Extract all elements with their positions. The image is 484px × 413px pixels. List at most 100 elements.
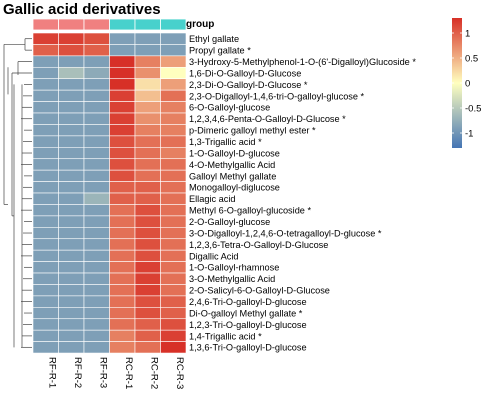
heatmap-cell xyxy=(160,78,187,91)
heatmap-cell xyxy=(58,135,85,148)
row-label: p-Dimeric galloyl methyl ester * xyxy=(189,126,316,136)
heatmap-cell xyxy=(109,89,136,102)
heatmap-cell xyxy=(160,147,187,160)
heatmap-cell xyxy=(160,89,187,102)
heatmap-cell xyxy=(109,238,136,251)
column-label: RF-R-2 xyxy=(72,357,83,388)
row-label: Ellagic acid xyxy=(189,194,235,204)
row-label: 2-O-Galloyl-glucose xyxy=(189,217,270,227)
color-legend: 1 0.5 0 -0.5 -1 xyxy=(452,18,481,148)
heatmap-cell xyxy=(83,158,110,171)
heatmap-cell xyxy=(83,249,110,262)
heatmap-cell xyxy=(32,249,59,262)
group-annotation-bar xyxy=(32,18,187,31)
heatmap-cell xyxy=(83,147,110,160)
heatmap-cell xyxy=(58,318,85,331)
heatmap-cell xyxy=(32,89,59,102)
heatmap-cell xyxy=(83,295,110,308)
heatmap-cell xyxy=(109,307,136,320)
heatmap-cell xyxy=(134,272,161,285)
heatmap-cell xyxy=(134,341,161,354)
heatmap-cell xyxy=(32,295,59,308)
heatmap-cell xyxy=(134,284,161,297)
heatmap-cell xyxy=(109,249,136,262)
heatmap-cell xyxy=(32,227,59,240)
heatmap-cell xyxy=(58,112,85,125)
group-annotation-cell xyxy=(83,18,110,31)
heatmap-cell xyxy=(32,318,59,331)
group-annotation-cell xyxy=(109,18,136,31)
heatmap-cell xyxy=(32,272,59,285)
heatmap-cells xyxy=(32,32,187,354)
row-label: 1,3-Trigallic acid * xyxy=(189,137,262,147)
row-label: 1,2,3,6-Tetra-O-Galloyl-D-Glucose xyxy=(189,240,328,250)
heatmap-cell xyxy=(83,169,110,182)
column-label: RF-R-3 xyxy=(97,357,108,388)
heatmap-cell xyxy=(58,147,85,160)
heatmap-cell xyxy=(83,66,110,80)
heatmap-cell xyxy=(32,66,59,80)
heatmap-cell xyxy=(134,215,161,228)
heatmap-cell xyxy=(160,318,187,331)
heatmap-cell xyxy=(58,272,85,285)
heatmap-cell xyxy=(83,181,110,194)
heatmap-cell xyxy=(83,192,110,205)
heatmap-cell xyxy=(58,192,85,205)
heatmap-cell xyxy=(134,147,161,160)
heatmap-cell xyxy=(160,261,187,274)
heatmap-cell xyxy=(83,32,110,45)
heatmap-cell xyxy=(109,124,136,137)
chart-title: Gallic acid derivatives xyxy=(3,1,161,18)
heatmap-cell xyxy=(83,101,110,114)
heatmap-cell xyxy=(58,32,85,45)
row-label: 2,3-O-Digalloyl-1,4,6-tri-O-galloyl-gluc… xyxy=(189,91,365,101)
heatmap-cell xyxy=(134,78,161,91)
group-annotation-cell xyxy=(58,18,85,31)
heatmap-cell xyxy=(58,169,85,182)
heatmap-cell xyxy=(83,329,110,342)
heatmap-cell xyxy=(109,32,136,45)
heatmap-cell xyxy=(160,227,187,240)
heatmap-cell xyxy=(32,192,59,205)
heatmap-cell xyxy=(32,284,59,297)
heatmap-cell xyxy=(32,78,59,91)
heatmap-cell xyxy=(134,249,161,262)
heatmap-cell xyxy=(134,307,161,320)
heatmap-cell xyxy=(83,341,110,354)
row-label: 2-O-Salicyl-6-O-Galloyl-D-Glucose xyxy=(189,286,330,296)
column-label: RF-R-1 xyxy=(46,357,57,388)
heatmap-cell xyxy=(109,66,136,80)
heatmap-cell xyxy=(134,44,161,57)
row-label: 3-O-Methylgallic Acid xyxy=(189,274,275,284)
heatmap-cell xyxy=(134,261,161,274)
group-annotation-cell xyxy=(134,18,161,31)
row-label: 1-O-Galloyl-D-glucose xyxy=(189,148,280,158)
legend-tick-label: -1 xyxy=(465,129,473,140)
heatmap-cell xyxy=(109,329,136,342)
heatmap-cell xyxy=(160,341,187,354)
column-label: RC-R-1 xyxy=(123,357,134,389)
legend-tick-label: 0 xyxy=(465,79,470,90)
heatmap-cell xyxy=(32,238,59,251)
heatmap-cell xyxy=(134,192,161,205)
heatmap-cell xyxy=(134,329,161,342)
heatmap-cell xyxy=(32,204,59,217)
column-label: RC-R-2 xyxy=(148,357,159,389)
heatmap-cell xyxy=(83,78,110,91)
heatmap-cell xyxy=(134,318,161,331)
heatmap-cell xyxy=(109,158,136,171)
row-label: 1,4-Trigallic acid * xyxy=(189,331,262,341)
group-annotation-cell xyxy=(32,18,59,31)
heatmap-cell xyxy=(32,341,59,354)
row-dendrogram xyxy=(3,38,32,348)
row-label: Di-O-galloyl Methyl gallate * xyxy=(189,308,303,318)
legend-tick-label: 0.5 xyxy=(465,54,478,65)
heatmap-cell xyxy=(109,112,136,125)
heatmap-cell xyxy=(160,215,187,228)
heatmap-cell xyxy=(160,295,187,308)
heatmap-cell xyxy=(83,307,110,320)
heatmap-cell xyxy=(160,272,187,285)
heatmap-cell xyxy=(134,295,161,308)
heatmap-cell xyxy=(32,32,59,45)
